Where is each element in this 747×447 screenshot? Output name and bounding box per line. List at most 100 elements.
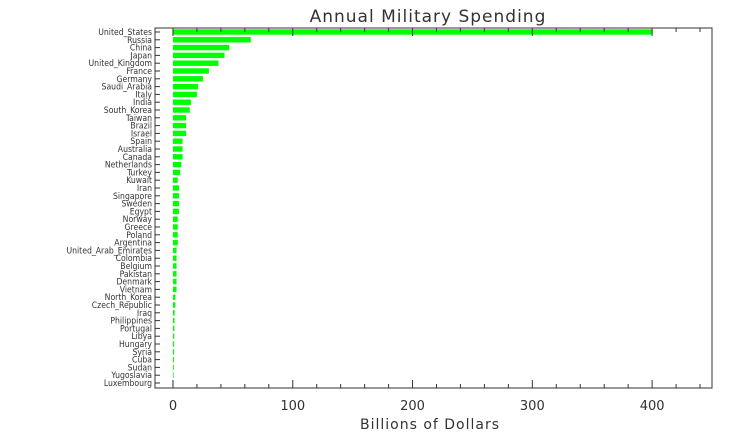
bar-india [172,99,191,105]
category-label: Libya [131,332,152,342]
bar-libya [172,333,175,339]
bar-denmark [172,278,177,285]
bar-china [172,44,230,51]
bar-japan [172,52,225,59]
bar-italy [172,91,197,98]
chart-title: Annual Military Spending [310,7,547,27]
bar-kuwait [172,177,178,183]
bar-brazil [172,122,187,129]
category-label: Singapore [113,192,152,202]
bar-australia [172,146,183,152]
bar-iran [172,185,179,191]
x-tick-label: 200 [400,399,425,414]
category-label: Netherlands [105,161,152,171]
category-label: China [130,44,152,54]
category-label: Hungary [119,340,152,350]
category-label: Vietnam [120,285,152,295]
category-label: United_Kingdom [89,59,152,69]
category-label: Kuwait [126,176,152,186]
plot-frame [154,27,713,389]
bar-canada [172,154,183,160]
bar-france [172,68,209,74]
category-label: India [133,98,152,108]
x-tick-label: 100 [280,399,305,414]
category-label: Saudi_Arabia [102,83,153,93]
category-label: Iraq [137,309,152,319]
bar-turkey [172,169,181,176]
bar-vietnam [172,286,177,293]
bar-united-kingdom [172,60,219,66]
bar-taiwan [172,115,187,121]
x-tick-label: 400 [640,399,665,414]
bar-saudi-arabia [172,83,199,90]
bar-sudan [172,364,174,371]
category-label: Argentina [114,239,152,249]
x-axis-ticks: 0 100 200 300 400 [169,28,701,414]
category-label: Germany [116,75,152,85]
category-label: Israel [131,129,152,139]
bar-yugoslavia [172,372,174,378]
category-label: Turkey [126,168,152,178]
category-labels: United_StatesRussiaChinaJapanUnited_King… [66,28,160,389]
category-label: France [126,67,152,77]
bar-iraq [172,310,175,316]
x-tick-label: 0 [169,399,177,414]
category-label: Greece [124,223,152,233]
bars-group [172,29,653,386]
category-label: Australia [118,145,152,155]
category-label: Taiwan [125,114,152,124]
bar-greece [172,224,178,230]
bar-singapore [172,193,179,199]
category-label: Yugoslavia [110,371,152,381]
category-label: United_States [98,28,152,38]
category-label: Denmark [116,278,152,288]
category-label: Colombia [116,254,153,264]
bar-pakistan [172,271,177,277]
x-tick-label: 300 [520,399,545,414]
category-label: Syria [132,348,152,358]
category-label: Canada [123,153,153,163]
bar-colombia [172,255,177,261]
category-label: Sudan [128,363,152,373]
category-label: Portugal [120,324,152,334]
category-label: South_Korea [104,106,152,116]
bar-spain [172,138,183,144]
category-label: Poland [126,231,152,241]
category-label: Czech_Republic [92,301,152,311]
bar-belgium [172,263,177,269]
bar-south-korea [172,107,190,113]
category-label: Spain [130,137,152,147]
bar-north-korea [172,294,176,300]
bar-argentina [172,239,178,246]
category-label: Iran [137,184,152,194]
category-label: Luxembourg [104,379,152,389]
category-label: Sweden [121,200,152,210]
category-label: Cuba [132,356,152,366]
bar-cuba [172,356,175,363]
category-label: Belgium [120,262,152,272]
x-axis-label: Billions of Dollars [360,417,500,433]
bar-poland [172,232,178,238]
bar-germany [172,76,203,82]
bar-united-arab-emirates [172,247,177,254]
category-label: North_Korea [105,293,153,303]
category-label: Egypt [130,207,152,217]
category-label: United_Arab_Emirates [66,246,152,256]
category-label: Russia [127,36,152,46]
bar-portugal [172,325,175,332]
bar-czech-republic [172,302,176,308]
bar-syria [172,349,175,355]
category-label: Brazil [130,122,152,132]
bar-russia [172,37,251,43]
category-label: Philippines [110,317,152,327]
category-label: Italy [135,90,152,100]
bar-egypt [172,208,179,215]
category-label: Norway [123,215,153,225]
bar-netherlands [172,161,182,168]
bar-philippines [172,317,175,324]
category-label: Japan [129,51,152,61]
bar-hungary [172,341,175,347]
bar-israel [172,130,187,137]
bar-norway [172,216,178,222]
